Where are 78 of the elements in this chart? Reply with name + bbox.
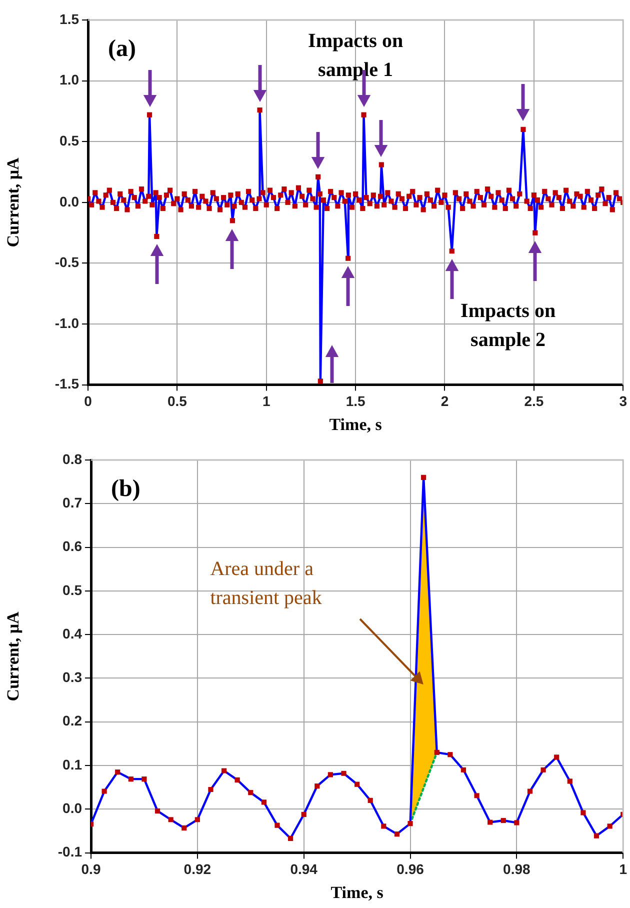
- point: [554, 754, 560, 760]
- point: [142, 776, 147, 782]
- annotation: Area under a transient peak: [210, 558, 322, 610]
- point: [607, 824, 612, 829]
- x-tick-label: 0.92: [184, 861, 212, 878]
- point: [434, 750, 440, 755]
- y-tick-label: 0.0: [60, 193, 80, 210]
- annotation: Impacts on sample 2: [460, 300, 556, 352]
- x-axis-title: Time, s: [329, 415, 382, 434]
- annotation: Impacts on sample 1: [308, 30, 404, 82]
- y-axis-title: Current, μA: [4, 156, 23, 248]
- y-tick-label: 0.8: [62, 450, 82, 467]
- point: [594, 833, 600, 838]
- point: [421, 474, 426, 480]
- x-tick-label: 1: [262, 393, 270, 410]
- point: [274, 822, 280, 828]
- x-tick-label: 1: [619, 861, 628, 878]
- point: [301, 812, 306, 817]
- y-tick-label: 0.1: [62, 756, 82, 772]
- y-tick-label: 0.6: [62, 538, 82, 554]
- x-tick-label: 0.9: [81, 861, 101, 878]
- x-tick-label: 2.5: [524, 393, 544, 410]
- y-tick-label: 1.5: [60, 10, 80, 27]
- text: (b): [111, 476, 140, 502]
- y-tick-label: -0.5: [54, 254, 80, 270]
- x-tick-label: 0: [84, 393, 92, 410]
- y-tick-label: -1.0: [54, 314, 80, 331]
- x-tick-label: 0.5: [167, 393, 188, 410]
- point: [314, 783, 320, 789]
- point: [234, 777, 240, 782]
- x-tick-label: 0.94: [290, 861, 318, 878]
- x-tick-label: 3: [619, 393, 628, 410]
- point: [488, 820, 493, 825]
- y-tick-label: 0.7: [62, 494, 82, 511]
- point: [168, 817, 174, 822]
- x-tick-label: 0.96: [396, 861, 424, 878]
- point: [221, 768, 227, 774]
- point: [381, 824, 386, 829]
- point: [115, 770, 120, 775]
- point: [474, 793, 480, 798]
- y-tick-label: 0.3: [62, 669, 82, 686]
- y-tick-label: 0.5: [60, 132, 80, 148]
- x-tick-label: 0.98: [503, 861, 531, 878]
- point: [580, 810, 586, 816]
- y-tick-label: -0.1: [58, 844, 82, 860]
- y-tick-label: 0.2: [62, 712, 82, 729]
- point: [368, 798, 373, 803]
- point: [194, 817, 200, 822]
- point: [128, 776, 134, 782]
- point: [540, 767, 546, 772]
- point: [408, 821, 413, 826]
- point: [567, 778, 572, 784]
- y-tick-label: 0.5: [62, 582, 82, 598]
- point: [448, 752, 453, 758]
- point: [182, 825, 187, 830]
- point: [102, 788, 107, 794]
- x-axis-title: Time, s: [330, 883, 384, 902]
- point: [208, 786, 214, 792]
- point: [248, 790, 254, 796]
- x-tick-label: 1.5: [346, 393, 366, 410]
- y-tick-label: 0.4: [62, 625, 82, 642]
- point: [514, 820, 520, 826]
- point: [354, 782, 360, 787]
- y-tick-label: 0.0: [62, 800, 82, 816]
- point: [328, 772, 333, 778]
- point: [341, 770, 346, 776]
- point: [460, 767, 466, 772]
- y-axis-title: Current, μA: [4, 610, 23, 702]
- x-tick-label: 2: [440, 393, 449, 410]
- y-tick-label: -1.5: [54, 376, 80, 392]
- point: [500, 818, 506, 824]
- point: [261, 800, 266, 805]
- point: [288, 836, 294, 841]
- point: [394, 831, 400, 837]
- text: (a): [108, 36, 136, 62]
- point: [527, 788, 533, 794]
- y-tick-label: 1.0: [60, 72, 80, 88]
- point: [154, 808, 160, 814]
